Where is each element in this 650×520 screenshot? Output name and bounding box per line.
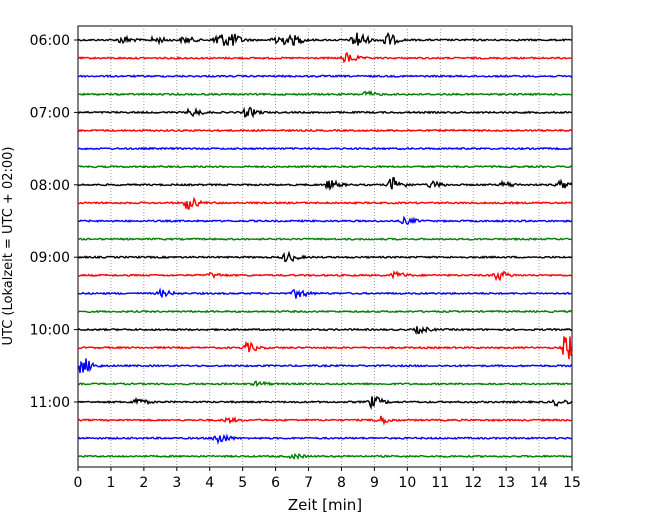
trace-line <box>77 237 573 242</box>
trace-line <box>77 176 573 192</box>
y-tick-label: 11:00 <box>30 395 70 411</box>
trace-line <box>77 309 573 314</box>
x-tick-label: 11 <box>431 475 449 491</box>
x-tick-label: 4 <box>205 475 214 491</box>
x-axis-ticks: 0 1 2 3 4 5 6 7 8 9 10 11 12 13 14 15 <box>74 467 581 491</box>
y-tick-label: 10:00 <box>30 323 70 339</box>
trace-line <box>77 336 573 360</box>
trace-line <box>77 358 573 374</box>
trace-line <box>77 89 573 97</box>
trace-line <box>77 452 573 461</box>
trace-line <box>77 106 573 119</box>
x-axis-label: Zeit [min] <box>288 496 362 514</box>
trace-line <box>77 270 573 282</box>
traces <box>77 31 573 461</box>
x-tick-label: 14 <box>530 475 548 491</box>
trace-line <box>77 215 573 225</box>
plot-area <box>77 25 573 468</box>
x-tick-label: 1 <box>106 475 115 491</box>
x-tick-label: 0 <box>74 475 83 491</box>
trace-line <box>77 164 573 169</box>
trace-line <box>77 146 572 151</box>
trace-line <box>77 128 573 133</box>
x-tick-label: 2 <box>139 475 148 491</box>
x-tick-label: 3 <box>172 475 181 491</box>
x-tick-label: 8 <box>337 475 346 491</box>
x-tick-label: 12 <box>464 475 482 491</box>
y-axis-label: UTC (Lokalzeit = UTC + 02:00) <box>1 147 16 346</box>
x-tick-label: 5 <box>238 475 247 491</box>
trace-line <box>77 415 573 426</box>
y-axis-ticks: 06:00 07:00 08:00 09:00 10:00 11:00 <box>30 33 78 411</box>
y-tick-label: 09:00 <box>30 250 70 266</box>
trace-line <box>77 380 573 387</box>
trace-line <box>77 395 573 410</box>
trace-line <box>77 433 573 445</box>
x-tick-label: 10 <box>398 475 416 491</box>
trace-line <box>77 325 573 336</box>
y-tick-label: 06:00 <box>30 33 70 49</box>
trace-line <box>77 287 573 299</box>
x-tick-label: 13 <box>497 475 515 491</box>
trace-line <box>77 196 573 210</box>
x-tick-label: 9 <box>370 475 379 491</box>
trace-line <box>77 74 573 79</box>
trace-line <box>77 250 573 263</box>
trace-line <box>77 51 573 64</box>
y-tick-label: 08:00 <box>30 178 70 194</box>
y-tick-label: 07:00 <box>30 105 70 121</box>
x-tick-label: 7 <box>304 475 313 491</box>
x-tick-label: 15 <box>563 475 581 491</box>
x-tick-label: 6 <box>271 475 280 491</box>
trace-line <box>77 31 573 46</box>
